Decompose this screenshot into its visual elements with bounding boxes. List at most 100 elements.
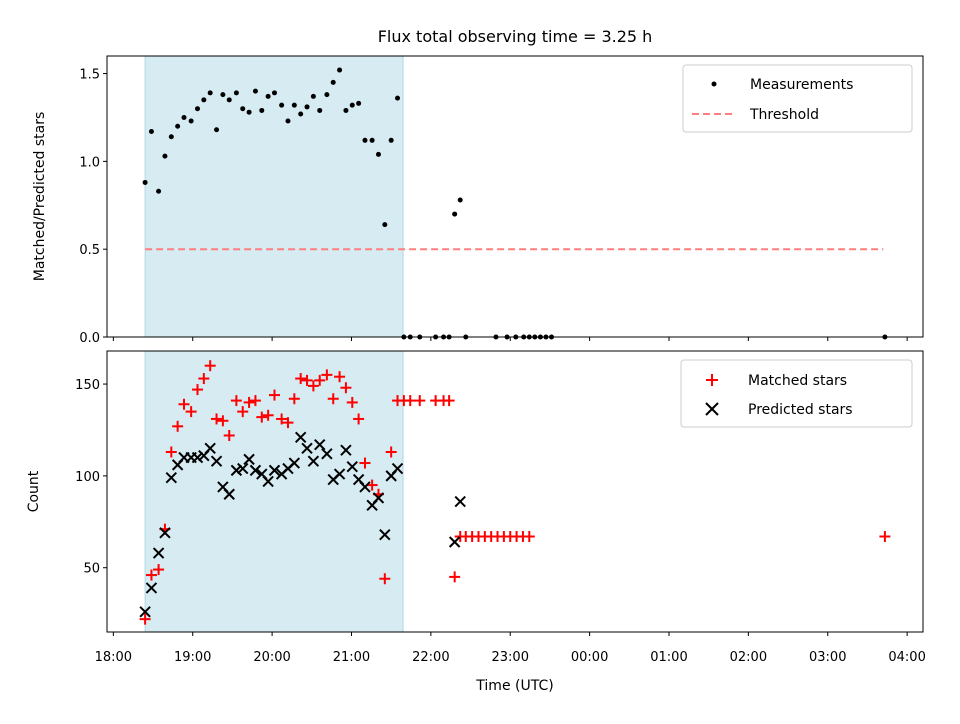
chart-title: Flux total observing time = 3.25 h (378, 27, 653, 46)
matched-star-point (198, 373, 210, 385)
matched-star-point (523, 530, 535, 542)
top-ytick-label: 1.0 (79, 155, 100, 170)
measurement-point (298, 111, 304, 117)
matched-star-point (185, 406, 197, 418)
measurement-point (246, 109, 252, 115)
legend-measurements-label: Measurements (750, 77, 853, 93)
xtick-label: 04:00 (888, 650, 925, 665)
matched-star-point (211, 413, 223, 425)
matched-star-point (327, 393, 339, 405)
legend-matched-label: Matched stars (748, 373, 847, 389)
top-y-axis-label: Matched/Predicted stars (32, 112, 48, 282)
predicted-star-point (301, 442, 313, 455)
measurement-point (317, 107, 323, 113)
matched-star-point (217, 415, 229, 427)
predicted-star-point (237, 462, 249, 475)
predicted-star-point (321, 448, 333, 460)
predicted-star-point (288, 457, 301, 469)
matched-star-point (262, 409, 274, 421)
matched-star-point (879, 530, 891, 542)
matched-star-point (230, 395, 242, 407)
measurement-point (142, 179, 148, 185)
predicted-star-point (379, 528, 391, 541)
measurement-point (194, 106, 200, 112)
xtick-label: 22:00 (412, 650, 449, 665)
measurement-point (175, 123, 181, 129)
measurement-point (356, 100, 362, 106)
predicted-star-point (391, 462, 404, 475)
xtick-label: 19:00 (174, 650, 211, 665)
x-axis-label: Time (UTC) (475, 678, 553, 694)
predicted-star-point (139, 606, 151, 618)
top-ytick-label: 0.5 (79, 243, 100, 258)
xtick-label: 02:00 (730, 650, 767, 665)
matched-star-point (172, 420, 184, 432)
bottom-axes-frame (106, 350, 924, 633)
bottom-ytick-label: 50 (83, 562, 100, 577)
measurement-point (375, 151, 381, 157)
matched-star-point (268, 389, 280, 401)
matched-star-point (282, 417, 294, 429)
matched-star-point (414, 395, 426, 407)
predicted-star-point (165, 472, 178, 484)
measurement-point (252, 88, 258, 94)
measurement-point (349, 102, 355, 108)
predicted-star-point (359, 481, 371, 493)
top-ytick-label: 0.0 (79, 331, 100, 346)
matched-star-point (301, 374, 313, 386)
measurement-point (233, 90, 239, 96)
measurement-point (324, 92, 330, 98)
measurement-point (207, 90, 213, 96)
matched-star-point (276, 413, 288, 425)
measurement-point (226, 97, 232, 103)
bottom-panel: 50 100 150 18:00 19:00 20:00 21:00 22:00 23:00 0… (26, 350, 926, 694)
predicted-star-point (340, 444, 352, 456)
measurement-point (362, 137, 368, 143)
matched-star-point (249, 395, 261, 407)
measurement-point (337, 67, 343, 73)
matched-star-point (223, 429, 235, 441)
predicted-star-point (346, 460, 358, 473)
predicted-star-point (294, 431, 307, 444)
measurement-point (181, 114, 187, 120)
matched-star-point (449, 571, 461, 583)
predicted-star-point (230, 464, 243, 477)
measurement-point (168, 134, 174, 140)
matched-star-point (178, 398, 190, 410)
matched-star-point (256, 411, 268, 423)
xtick-label: 20:00 (253, 650, 290, 665)
measurement-point (188, 118, 194, 124)
measurement-point (265, 93, 271, 99)
predicted-star-point (372, 492, 385, 504)
xtick-label: 23:00 (492, 650, 529, 665)
bottom-legend: Matched stars Predicted stars (680, 359, 913, 428)
bottom-ytick-label: 150 (75, 378, 100, 393)
xtick-label: 18:00 (95, 650, 132, 665)
legend-measurements-marker (711, 81, 717, 87)
matched-star-point (314, 374, 326, 386)
top-ytick-label: 1.5 (79, 68, 100, 83)
matched-star-point (145, 569, 157, 581)
bottom-y-axis-label: Count (26, 470, 42, 512)
measurement-point (291, 102, 297, 108)
predicted-star-point (249, 464, 262, 477)
predicted-star-point (262, 475, 274, 488)
predicted-star-point (448, 536, 461, 548)
legend-predicted-marker (705, 402, 719, 416)
measurement-point (162, 153, 168, 159)
matched-star-point (334, 371, 346, 383)
matched-star-point (385, 446, 397, 458)
matched-star-point (443, 395, 455, 407)
predicted-star-point (145, 582, 158, 594)
measurement-point (395, 95, 401, 101)
matched-star-point (307, 380, 319, 392)
matched-star-point (191, 384, 203, 396)
matched-star-point (359, 457, 371, 469)
measurement-point (214, 127, 220, 133)
legend-matched-marker (706, 374, 718, 386)
measurement-point (279, 102, 285, 108)
predicted-star-point (268, 464, 281, 477)
measurement-point (310, 93, 316, 99)
predicted-star-point (333, 468, 346, 480)
